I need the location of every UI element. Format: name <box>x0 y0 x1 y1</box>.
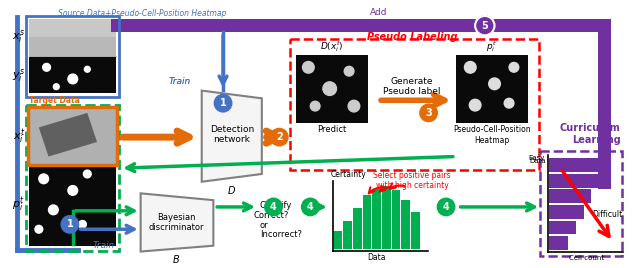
Circle shape <box>475 16 495 35</box>
Text: Train: Train <box>168 77 191 86</box>
Bar <box>382 186 391 249</box>
Circle shape <box>504 98 514 108</box>
Bar <box>401 200 410 249</box>
Text: Curriculum
Learning: Curriculum Learning <box>560 123 621 145</box>
Text: $y_i^s$: $y_i^s$ <box>12 66 25 84</box>
Circle shape <box>344 66 354 76</box>
Text: Train: Train <box>168 77 191 86</box>
Circle shape <box>61 216 79 233</box>
Text: Generate
Pseudo label: Generate Pseudo label <box>383 77 441 96</box>
Bar <box>29 57 116 94</box>
Text: $D(x_i^t)$: $D(x_i^t)$ <box>320 39 344 54</box>
Circle shape <box>53 84 59 90</box>
Text: Classify: Classify <box>260 201 292 210</box>
Text: Train: Train <box>92 241 115 250</box>
Text: $x_i^t$: $x_i^t$ <box>13 128 25 146</box>
Bar <box>29 19 116 56</box>
Circle shape <box>420 104 437 122</box>
Text: 1: 1 <box>220 98 227 108</box>
Text: Data: Data <box>529 158 546 165</box>
Polygon shape <box>202 91 262 182</box>
Bar <box>549 158 607 172</box>
Text: Difficult: Difficult <box>592 210 623 219</box>
Circle shape <box>469 99 481 111</box>
Bar <box>343 221 352 249</box>
Bar <box>549 189 591 203</box>
Circle shape <box>310 101 320 111</box>
Text: Bayesian
discriminator: Bayesian discriminator <box>148 213 204 232</box>
Polygon shape <box>141 193 213 252</box>
Bar <box>549 205 584 219</box>
Circle shape <box>303 61 314 73</box>
Text: Detection
network: Detection network <box>210 125 254 144</box>
Text: 4: 4 <box>307 202 314 212</box>
Bar <box>549 221 576 234</box>
Circle shape <box>35 225 43 233</box>
Circle shape <box>509 62 519 72</box>
Polygon shape <box>39 113 97 157</box>
Text: 4: 4 <box>270 202 277 212</box>
Bar <box>456 55 529 122</box>
Text: 3: 3 <box>425 108 432 118</box>
Text: 1: 1 <box>67 219 73 229</box>
Circle shape <box>271 128 288 146</box>
Text: Add: Add <box>369 8 387 17</box>
Circle shape <box>43 64 51 71</box>
Text: B: B <box>173 255 180 265</box>
Circle shape <box>323 82 337 95</box>
Circle shape <box>79 221 86 228</box>
Circle shape <box>49 205 58 215</box>
Circle shape <box>68 74 77 84</box>
Text: Pseudo Labeling: Pseudo Labeling <box>367 32 458 42</box>
Text: Data: Data <box>367 254 385 262</box>
Text: Source Data+Pseudo-Cell-Position Heatmap: Source Data+Pseudo-Cell-Position Heatmap <box>58 9 227 18</box>
Text: Predict: Predict <box>317 125 346 135</box>
Bar <box>333 231 342 249</box>
FancyBboxPatch shape <box>28 107 117 165</box>
Text: 4: 4 <box>443 202 449 212</box>
Circle shape <box>348 100 360 112</box>
Text: $p_i^t$: $p_i^t$ <box>486 39 497 54</box>
Circle shape <box>265 198 282 216</box>
Bar <box>296 55 369 122</box>
Bar <box>411 212 420 249</box>
Bar <box>549 174 599 188</box>
Circle shape <box>437 198 455 216</box>
Bar <box>598 19 611 188</box>
Circle shape <box>214 94 232 112</box>
Bar <box>353 208 362 249</box>
Text: Select positive pairs
with high certainty: Select positive pairs with high certaint… <box>373 171 451 191</box>
Text: D: D <box>228 186 236 196</box>
Bar <box>363 195 371 249</box>
Bar <box>392 191 401 249</box>
Text: Pseudo-Cell-Position
Heatmap: Pseudo-Cell-Position Heatmap <box>452 125 531 145</box>
Text: Cell count: Cell count <box>569 255 604 261</box>
Text: Incorrect?: Incorrect? <box>260 230 302 239</box>
Circle shape <box>465 61 476 73</box>
Text: or: or <box>260 221 269 229</box>
Text: $p_i^t$: $p_i^t$ <box>12 196 25 214</box>
Bar <box>29 166 116 246</box>
Bar <box>372 188 381 249</box>
Circle shape <box>489 78 500 90</box>
Bar <box>549 236 568 250</box>
Text: Easy: Easy <box>529 155 545 161</box>
Text: $x_i^s$: $x_i^s$ <box>12 28 25 45</box>
Text: Target Data: Target Data <box>29 96 80 105</box>
Bar <box>29 19 116 37</box>
Bar <box>111 19 611 32</box>
Text: Certainty: Certainty <box>331 170 367 179</box>
Circle shape <box>84 66 90 72</box>
Circle shape <box>39 174 49 184</box>
Text: 2: 2 <box>276 132 283 142</box>
Circle shape <box>68 186 77 195</box>
Circle shape <box>83 170 91 178</box>
Circle shape <box>301 198 319 216</box>
Text: 5: 5 <box>481 21 488 31</box>
Text: Correct?: Correct? <box>254 211 289 220</box>
